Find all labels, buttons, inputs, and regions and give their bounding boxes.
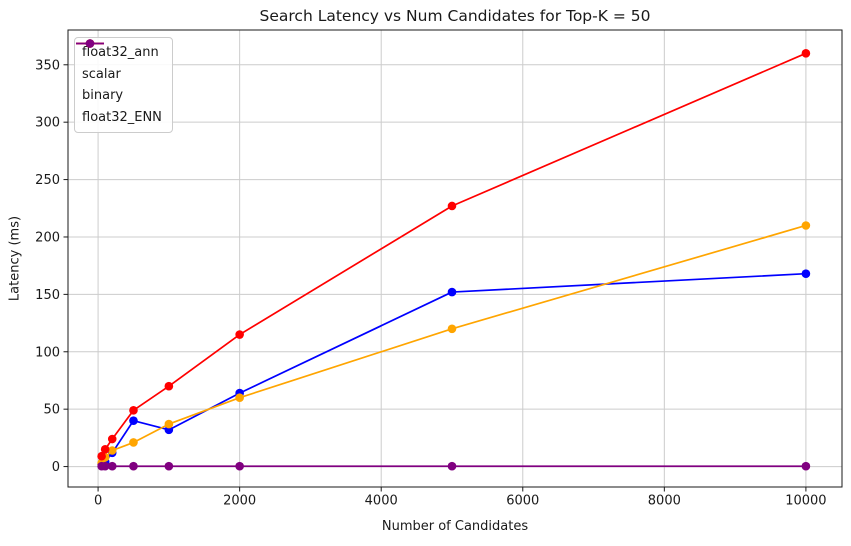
data-point	[129, 461, 138, 471]
data-point	[235, 461, 244, 471]
data-point	[107, 461, 117, 471]
data-point	[447, 461, 457, 471]
legend-label: scalar	[82, 66, 121, 82]
x-tick-label: 0	[94, 494, 102, 509]
data-point	[107, 434, 117, 444]
data-series	[97, 49, 811, 471]
y-tick-label: 250	[35, 173, 60, 188]
series-markers-binary	[97, 49, 811, 461]
x-axis-label: Number of Candidates	[381, 519, 529, 534]
x-tick-labels: 0 2000 4000 6000 8000 10000	[94, 494, 827, 509]
legend-item-scalar: scalar	[76, 39, 162, 86]
data-point	[447, 201, 457, 211]
y-tick-label: 300	[35, 116, 60, 131]
legend-label: float32_ann	[82, 45, 159, 61]
legend-line-sample-icon	[76, 39, 104, 48]
data-point	[129, 406, 138, 415]
y-tick-label: 100	[35, 345, 60, 360]
plot-border	[67, 29, 843, 488]
y-tick-label: 200	[35, 230, 60, 245]
data-point	[235, 393, 244, 402]
data-point	[164, 419, 174, 429]
data-point	[801, 461, 811, 471]
series-markers-scalar	[97, 221, 811, 468]
y-tick-label: 350	[35, 58, 60, 73]
legend-label: binary	[82, 88, 124, 104]
legend-item-binary: binary	[76, 39, 162, 107]
y-tick-labels: 0 50 100 150 200 250 300 350	[35, 58, 60, 475]
x-tick-label: 6000	[506, 494, 539, 509]
y-tick-label: 0	[52, 460, 60, 475]
series-line-binary	[100, 52, 807, 457]
legend-item-float32_ENN: float32_ENN	[76, 39, 162, 129]
gridlines	[68, 30, 842, 487]
data-point	[107, 446, 117, 455]
data-point	[447, 287, 457, 297]
data-point	[801, 49, 811, 58]
x-tick-label: 8000	[648, 494, 681, 509]
x-tick-label: 2000	[223, 494, 256, 509]
data-point	[129, 438, 138, 447]
y-tick-label: 150	[35, 288, 60, 303]
legend-marker-icon	[85, 39, 95, 48]
data-point	[801, 221, 811, 230]
x-tick-label: 10000	[785, 494, 826, 509]
series-markers-float32_ENN	[97, 461, 811, 471]
series-line-float32_ann	[101, 272, 806, 465]
data-point	[164, 381, 174, 391]
y-tick-label: 50	[43, 403, 60, 418]
data-point	[801, 269, 811, 279]
data-point	[164, 461, 174, 471]
legend-label: float32_ENN	[82, 109, 162, 125]
data-point	[235, 330, 244, 339]
x-tick-label: 4000	[365, 494, 398, 509]
series-markers-float32_ann	[97, 269, 811, 469]
y-axis-label: Latency (ms)	[7, 215, 23, 302]
data-point	[447, 324, 457, 334]
data-point	[97, 451, 106, 461]
chart-title: Search Latency vs Num Candidates for Top…	[259, 7, 651, 25]
data-point	[129, 416, 138, 425]
series-line-scalar	[100, 224, 807, 464]
axis-tick-marks	[63, 64, 807, 492]
data-point	[100, 445, 110, 454]
data-point	[100, 461, 110, 471]
